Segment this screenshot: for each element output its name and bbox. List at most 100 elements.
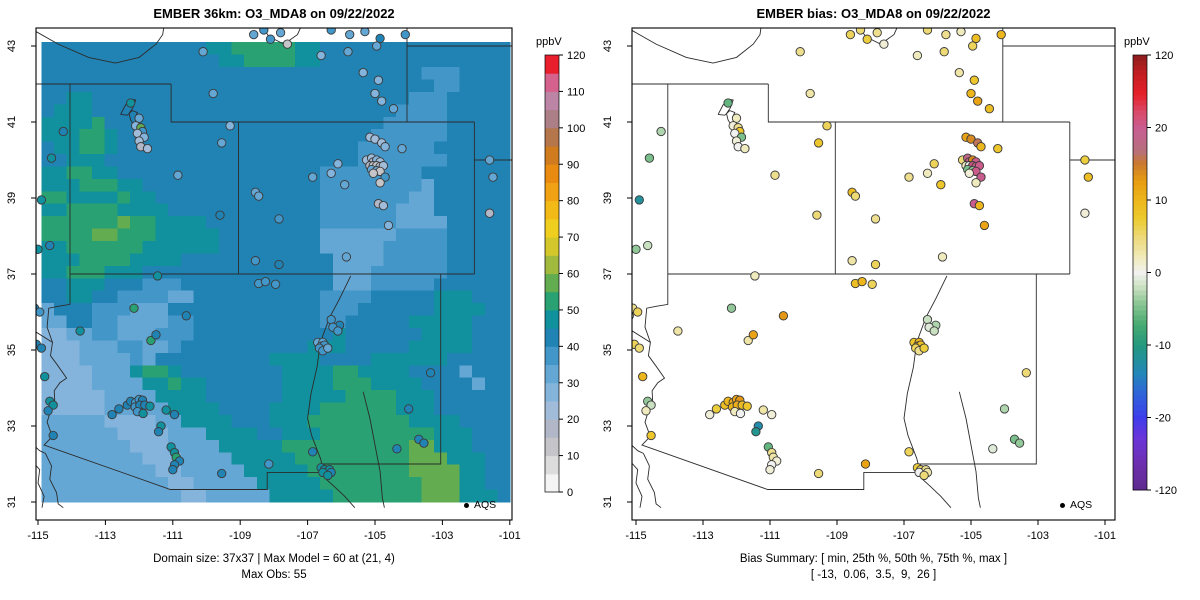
colorbar-tick-label: 100	[567, 123, 585, 135]
station-dot	[40, 371, 50, 382]
station-dot	[711, 404, 722, 414]
station-dot	[770, 170, 780, 180]
station-dot	[375, 178, 385, 188]
station-dot	[368, 168, 378, 178]
colorbar-tick-label: -120	[1155, 485, 1177, 497]
station-dot	[751, 427, 761, 437]
x-tick-label: -109	[229, 530, 251, 542]
right-colorbar-label: ppbV	[1124, 36, 1150, 48]
right-aqs-legend: AQS	[1060, 499, 1092, 511]
x-tick-label: -111	[760, 530, 780, 542]
station-dot	[274, 259, 284, 270]
border-rio-grande-nm	[903, 275, 948, 472]
station-dot	[778, 311, 789, 321]
colorbar-tick-label: 0	[1155, 268, 1161, 280]
station-dot	[740, 143, 750, 154]
station-dot	[904, 447, 914, 457]
station-dot	[748, 330, 758, 340]
station-dot	[326, 314, 336, 325]
border-california-nevada-diagonal	[632, 330, 651, 343]
border-colorado-river-delta	[632, 444, 644, 454]
station-dot	[151, 330, 161, 340]
colorbar-tick-label: 20	[1155, 123, 1167, 135]
station-dot	[45, 240, 55, 251]
station-dot	[215, 210, 225, 220]
station-dot	[1083, 172, 1093, 182]
x-tick-label: -105	[960, 530, 982, 542]
station-dot	[43, 406, 53, 416]
station-dot	[731, 113, 742, 123]
station-dot	[153, 427, 164, 437]
station-dot	[375, 33, 385, 44]
station-dot	[974, 200, 985, 211]
station-dot	[922, 168, 933, 178]
station-dot	[847, 256, 857, 266]
station-dot	[922, 28, 933, 35]
station-dot	[198, 47, 208, 57]
station-dot	[643, 240, 653, 251]
station-dot	[929, 326, 939, 336]
station-dot	[822, 121, 832, 131]
station-dot	[1021, 368, 1031, 378]
left-axes: -115 -113 -111 -109 -107 -105 -103 -101 31 33 35 37…	[6, 40, 521, 542]
station-dot	[750, 271, 760, 281]
left-colorbar: 0 10 20 30 40 50 60 70 80 90 100 110 120	[544, 50, 585, 499]
station-dot	[217, 468, 227, 479]
station-dot	[360, 28, 370, 37]
colorbar-tick-label: 10	[567, 451, 579, 463]
station-dot	[134, 113, 144, 123]
station-dot	[968, 41, 978, 51]
station-dot	[919, 343, 929, 353]
colorbar-tick-label: 40	[567, 341, 579, 353]
right-station-dots	[632, 28, 1093, 481]
y-tick-label: 43	[6, 40, 18, 52]
border-wyoming-west-colorado-north	[170, 84, 475, 123]
border-arizona-west-colorado-river	[644, 274, 669, 437]
station-dot	[812, 210, 822, 220]
station-dot	[937, 252, 948, 262]
station-dot	[879, 39, 889, 49]
x-tick-label: -101	[1094, 530, 1116, 542]
station-dot	[941, 29, 951, 40]
station-dot	[723, 98, 733, 108]
station-dot	[25, 298, 33, 306]
x-tick-label: -115	[27, 530, 48, 542]
station-dot	[872, 28, 882, 38]
station-dot	[340, 180, 350, 190]
border-pecos-river	[958, 391, 981, 508]
right-axes: -115 -113 -111 -109 -107 -105 -103 -101 31 33 35 37…	[602, 40, 1116, 542]
station-dot	[1014, 438, 1025, 448]
station-dot	[419, 438, 429, 448]
station-dot	[333, 159, 343, 169]
right-aqs-label: AQS	[1070, 499, 1093, 511]
left-colorbar-label: ppbV	[536, 36, 562, 48]
station-dot	[646, 400, 656, 410]
x-tick-label: -103	[1027, 530, 1049, 542]
station-dot	[634, 195, 644, 205]
right-subtitle-1: Bias Summary: [ min, 25th %, 50th %, 75t…	[739, 553, 1008, 565]
station-dot	[217, 138, 227, 148]
station-dot	[984, 104, 995, 114]
station-dot	[765, 465, 775, 475]
station-dot	[956, 28, 966, 37]
station-dot	[36, 343, 47, 353]
station-dot	[1080, 155, 1090, 165]
station-dot	[954, 67, 964, 78]
station-dot	[936, 180, 946, 190]
y-tick-label: 33	[6, 420, 18, 432]
station-dot	[323, 343, 333, 353]
station-dot	[146, 335, 156, 346]
station-dot	[805, 88, 815, 99]
station-dot	[870, 214, 881, 224]
y-tick-label: 39	[6, 192, 18, 204]
station-dot	[36, 307, 45, 317]
station-dot	[999, 404, 1010, 414]
x-tick-label: -113	[95, 530, 116, 542]
colorbar-tick-label: 30	[567, 378, 579, 390]
station-dot	[383, 220, 394, 231]
station-dot	[397, 143, 407, 154]
station-dot	[145, 401, 155, 411]
station-dot	[36, 244, 43, 254]
station-dot	[341, 252, 352, 262]
